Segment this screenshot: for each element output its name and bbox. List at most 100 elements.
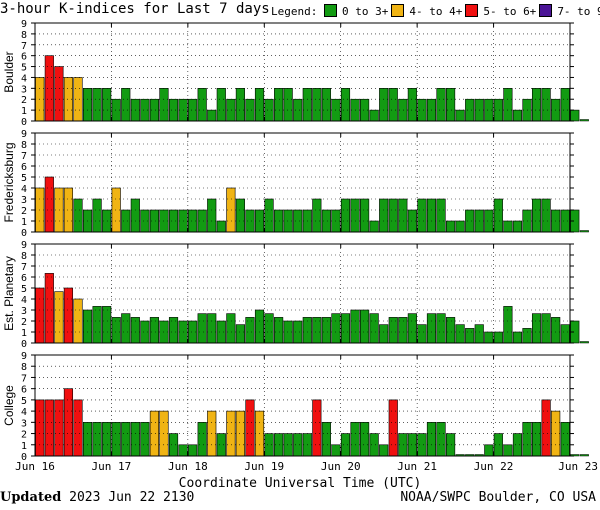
legend-text-purple: 7- to 9 bbox=[557, 5, 600, 18]
bar bbox=[541, 313, 551, 344]
bar bbox=[512, 433, 523, 457]
y-tick-label: 7 bbox=[21, 151, 27, 162]
y-tick-label: 5 bbox=[21, 173, 27, 184]
bar bbox=[369, 109, 379, 122]
bar bbox=[178, 444, 188, 457]
y-tick-label: 9 bbox=[21, 129, 27, 140]
legend-swatch-red bbox=[465, 4, 479, 17]
bar bbox=[579, 230, 589, 233]
bar bbox=[503, 306, 513, 344]
bar bbox=[560, 88, 570, 122]
x-tick-label: Jun 19 bbox=[244, 460, 284, 473]
bar bbox=[274, 88, 284, 122]
kindex-chart: 0123456789Boulder0123456789Fredericksbur… bbox=[2, 19, 598, 473]
bar bbox=[264, 433, 274, 457]
credit-text: NOAA/SWPC Boulder, CO USA bbox=[400, 490, 596, 505]
panel-frame bbox=[34, 132, 571, 233]
bar bbox=[407, 88, 417, 122]
bar bbox=[350, 309, 360, 344]
bar bbox=[92, 422, 102, 457]
bar bbox=[130, 422, 140, 457]
bar bbox=[493, 331, 503, 344]
y-tick-label: 3 bbox=[21, 418, 27, 429]
bar bbox=[331, 313, 341, 344]
bar bbox=[360, 422, 370, 457]
x-tick-label: Jun 21 bbox=[397, 460, 437, 473]
y-tick-label: 2 bbox=[21, 206, 27, 217]
legend-text-red: 5- to 6+ bbox=[483, 5, 537, 18]
bar bbox=[436, 198, 446, 233]
bar bbox=[254, 88, 265, 122]
y-tick-label: 3 bbox=[21, 306, 27, 317]
y-tick-label: 7 bbox=[21, 262, 27, 273]
updated-value: 2023 Jun 22 2130 bbox=[69, 490, 195, 505]
bar bbox=[102, 88, 112, 122]
y-tick-label: 0 bbox=[21, 117, 27, 128]
bar bbox=[216, 433, 226, 457]
bar bbox=[455, 220, 465, 233]
bar bbox=[264, 98, 274, 122]
bar bbox=[111, 422, 121, 457]
bar bbox=[35, 287, 45, 344]
bar bbox=[417, 98, 427, 122]
bar bbox=[302, 88, 312, 122]
bar bbox=[73, 399, 83, 457]
bar bbox=[73, 298, 83, 344]
bar bbox=[522, 328, 532, 344]
y-tick-label: 7 bbox=[21, 373, 27, 384]
bar bbox=[44, 399, 54, 457]
bar bbox=[54, 399, 64, 457]
bar bbox=[312, 88, 322, 122]
y-tick-label: 0 bbox=[21, 228, 27, 239]
y-tick-label: 8 bbox=[21, 140, 27, 151]
y-tick-label: 6 bbox=[21, 162, 27, 173]
bar bbox=[254, 309, 265, 344]
bar bbox=[388, 317, 398, 344]
bar bbox=[197, 88, 207, 122]
bar bbox=[245, 98, 255, 122]
y-tick-label: 9 bbox=[21, 19, 27, 30]
x-tick-label: Jun 22 bbox=[474, 460, 514, 473]
x-tick-label: Jun 17 bbox=[92, 460, 132, 473]
bar bbox=[293, 98, 303, 122]
bar bbox=[531, 313, 542, 344]
panel-label: Est. Planetary bbox=[2, 256, 16, 331]
bar bbox=[512, 220, 523, 233]
x-axis-label: Coordinate Universal Time (UTC) bbox=[178, 476, 422, 491]
panel-label: College bbox=[2, 385, 16, 426]
legend: Legend: 0 to 3+ 4- to 4+ 5- to 6+ 7- to 9 bbox=[271, 4, 600, 18]
bar bbox=[465, 328, 475, 344]
bar bbox=[54, 291, 64, 344]
legend-text-yellow: 4- to 4+ bbox=[409, 5, 463, 18]
bar bbox=[493, 198, 503, 233]
bar bbox=[512, 109, 523, 122]
bar bbox=[130, 198, 140, 233]
bar bbox=[235, 324, 245, 344]
bar bbox=[522, 422, 532, 457]
y-tick-label: 4 bbox=[21, 407, 27, 418]
y-tick-label: 2 bbox=[21, 430, 27, 441]
panel-label: Fredericksburg bbox=[2, 142, 16, 222]
y-tick-label: 7 bbox=[21, 41, 27, 52]
y-tick-label: 8 bbox=[21, 30, 27, 41]
legend-text-green: 0 to 3+ bbox=[341, 5, 389, 18]
y-tick-label: 2 bbox=[21, 95, 27, 106]
bar bbox=[82, 88, 93, 122]
bar bbox=[340, 433, 351, 457]
bar bbox=[121, 209, 131, 233]
bar bbox=[159, 88, 169, 122]
legend-swatch-purple bbox=[539, 4, 553, 17]
panel-label: Boulder bbox=[2, 51, 16, 92]
y-tick-label: 5 bbox=[21, 63, 27, 74]
bar bbox=[503, 220, 513, 233]
y-tick-label: 4 bbox=[21, 295, 27, 306]
bar bbox=[235, 198, 245, 233]
bar bbox=[168, 317, 179, 344]
bar bbox=[197, 422, 207, 457]
bar bbox=[73, 198, 83, 233]
y-tick-label: 2 bbox=[21, 317, 27, 328]
y-tick-label: 9 bbox=[21, 351, 27, 362]
y-tick-label: 0 bbox=[21, 339, 27, 350]
bar bbox=[360, 309, 370, 344]
bar bbox=[531, 88, 542, 122]
